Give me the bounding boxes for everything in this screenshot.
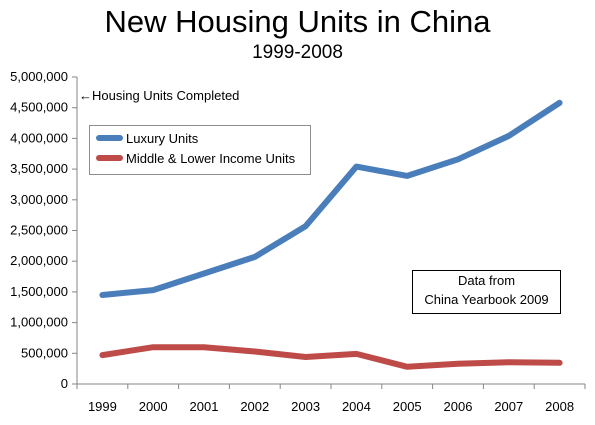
x-tick-label: 2002: [240, 399, 269, 414]
data-point-middle-lower: [254, 350, 256, 352]
y-tick-label: 2,500,000: [10, 223, 68, 238]
y-tick-label: 2,000,000: [10, 253, 68, 268]
data-source-note: Data from China Yearbook 2009: [412, 270, 561, 314]
left-arrow-icon: ←: [79, 88, 92, 103]
series-line-luxury: [99, 99, 563, 298]
data-point-middle-lower: [406, 366, 408, 368]
x-tick-label: 2007: [494, 399, 523, 414]
data-point-middle-lower: [152, 346, 154, 348]
x-tick-label: 2000: [139, 399, 168, 414]
annotation-text: Housing Units Completed: [92, 88, 240, 103]
x-tick-label: 2006: [444, 399, 473, 414]
legend: Luxury Units Middle & Lower Income Units: [89, 125, 311, 175]
data-point-luxury: [254, 256, 256, 258]
y-tick-label: 500,000: [21, 345, 68, 360]
data-point-luxury: [559, 102, 561, 104]
x-tick-label: 2001: [190, 399, 219, 414]
legend-swatch-middle-lower: [96, 155, 123, 161]
data-point-middle-lower: [101, 354, 103, 356]
x-tick-label: 1999: [88, 399, 117, 414]
y-tick-label: 0: [61, 376, 68, 391]
y-tick-label: 4,000,000: [10, 130, 68, 145]
data-point-luxury: [305, 225, 307, 227]
data-point-middle-lower: [457, 363, 459, 365]
data-point-middle-lower: [508, 361, 510, 363]
data-point-luxury: [508, 135, 510, 137]
data-point-luxury: [152, 289, 154, 291]
legend-item-luxury: Luxury Units: [96, 129, 198, 147]
y-tick-label: 3,000,000: [10, 192, 68, 207]
y-tick-label: 1,500,000: [10, 284, 68, 299]
legend-label-middle-lower: Middle & Lower Income Units: [126, 150, 296, 166]
x-tick-label: 2004: [342, 399, 371, 414]
y-tick-label: 3,500,000: [10, 161, 68, 176]
data-point-middle-lower: [559, 362, 561, 364]
y-tick-label: 1,000,000: [10, 315, 68, 330]
data-point-luxury: [355, 166, 357, 168]
legend-item-middle-lower: Middle & Lower Income Units: [96, 149, 295, 167]
data-point-middle-lower: [203, 346, 205, 348]
legend-swatch-luxury: [96, 135, 123, 141]
data-point-middle-lower: [305, 356, 307, 358]
x-tick-label: 2005: [393, 399, 422, 414]
legend-label-luxury: Luxury Units: [126, 130, 199, 146]
housing-units-completed-annotation: ←Housing Units Completed: [79, 88, 239, 103]
data-point-luxury: [457, 158, 459, 160]
data-point-luxury: [406, 175, 408, 177]
y-tick-label: 5,000,000: [10, 69, 68, 84]
chart-subtitle: 1999-2008: [252, 42, 343, 63]
y-tick-label: 4,500,000: [10, 100, 68, 115]
data-point-middle-lower: [355, 353, 357, 355]
source-note-line2: China Yearbook 2009: [424, 292, 549, 307]
data-point-luxury: [101, 294, 103, 296]
chart-title: New Housing Units in China: [104, 4, 491, 39]
x-tick-label: 2008: [545, 399, 574, 414]
x-tick-label: 2003: [291, 399, 320, 414]
series-line-middle-lower: [99, 344, 563, 370]
source-note-line1: Data from: [457, 273, 516, 288]
data-point-luxury: [203, 272, 205, 274]
